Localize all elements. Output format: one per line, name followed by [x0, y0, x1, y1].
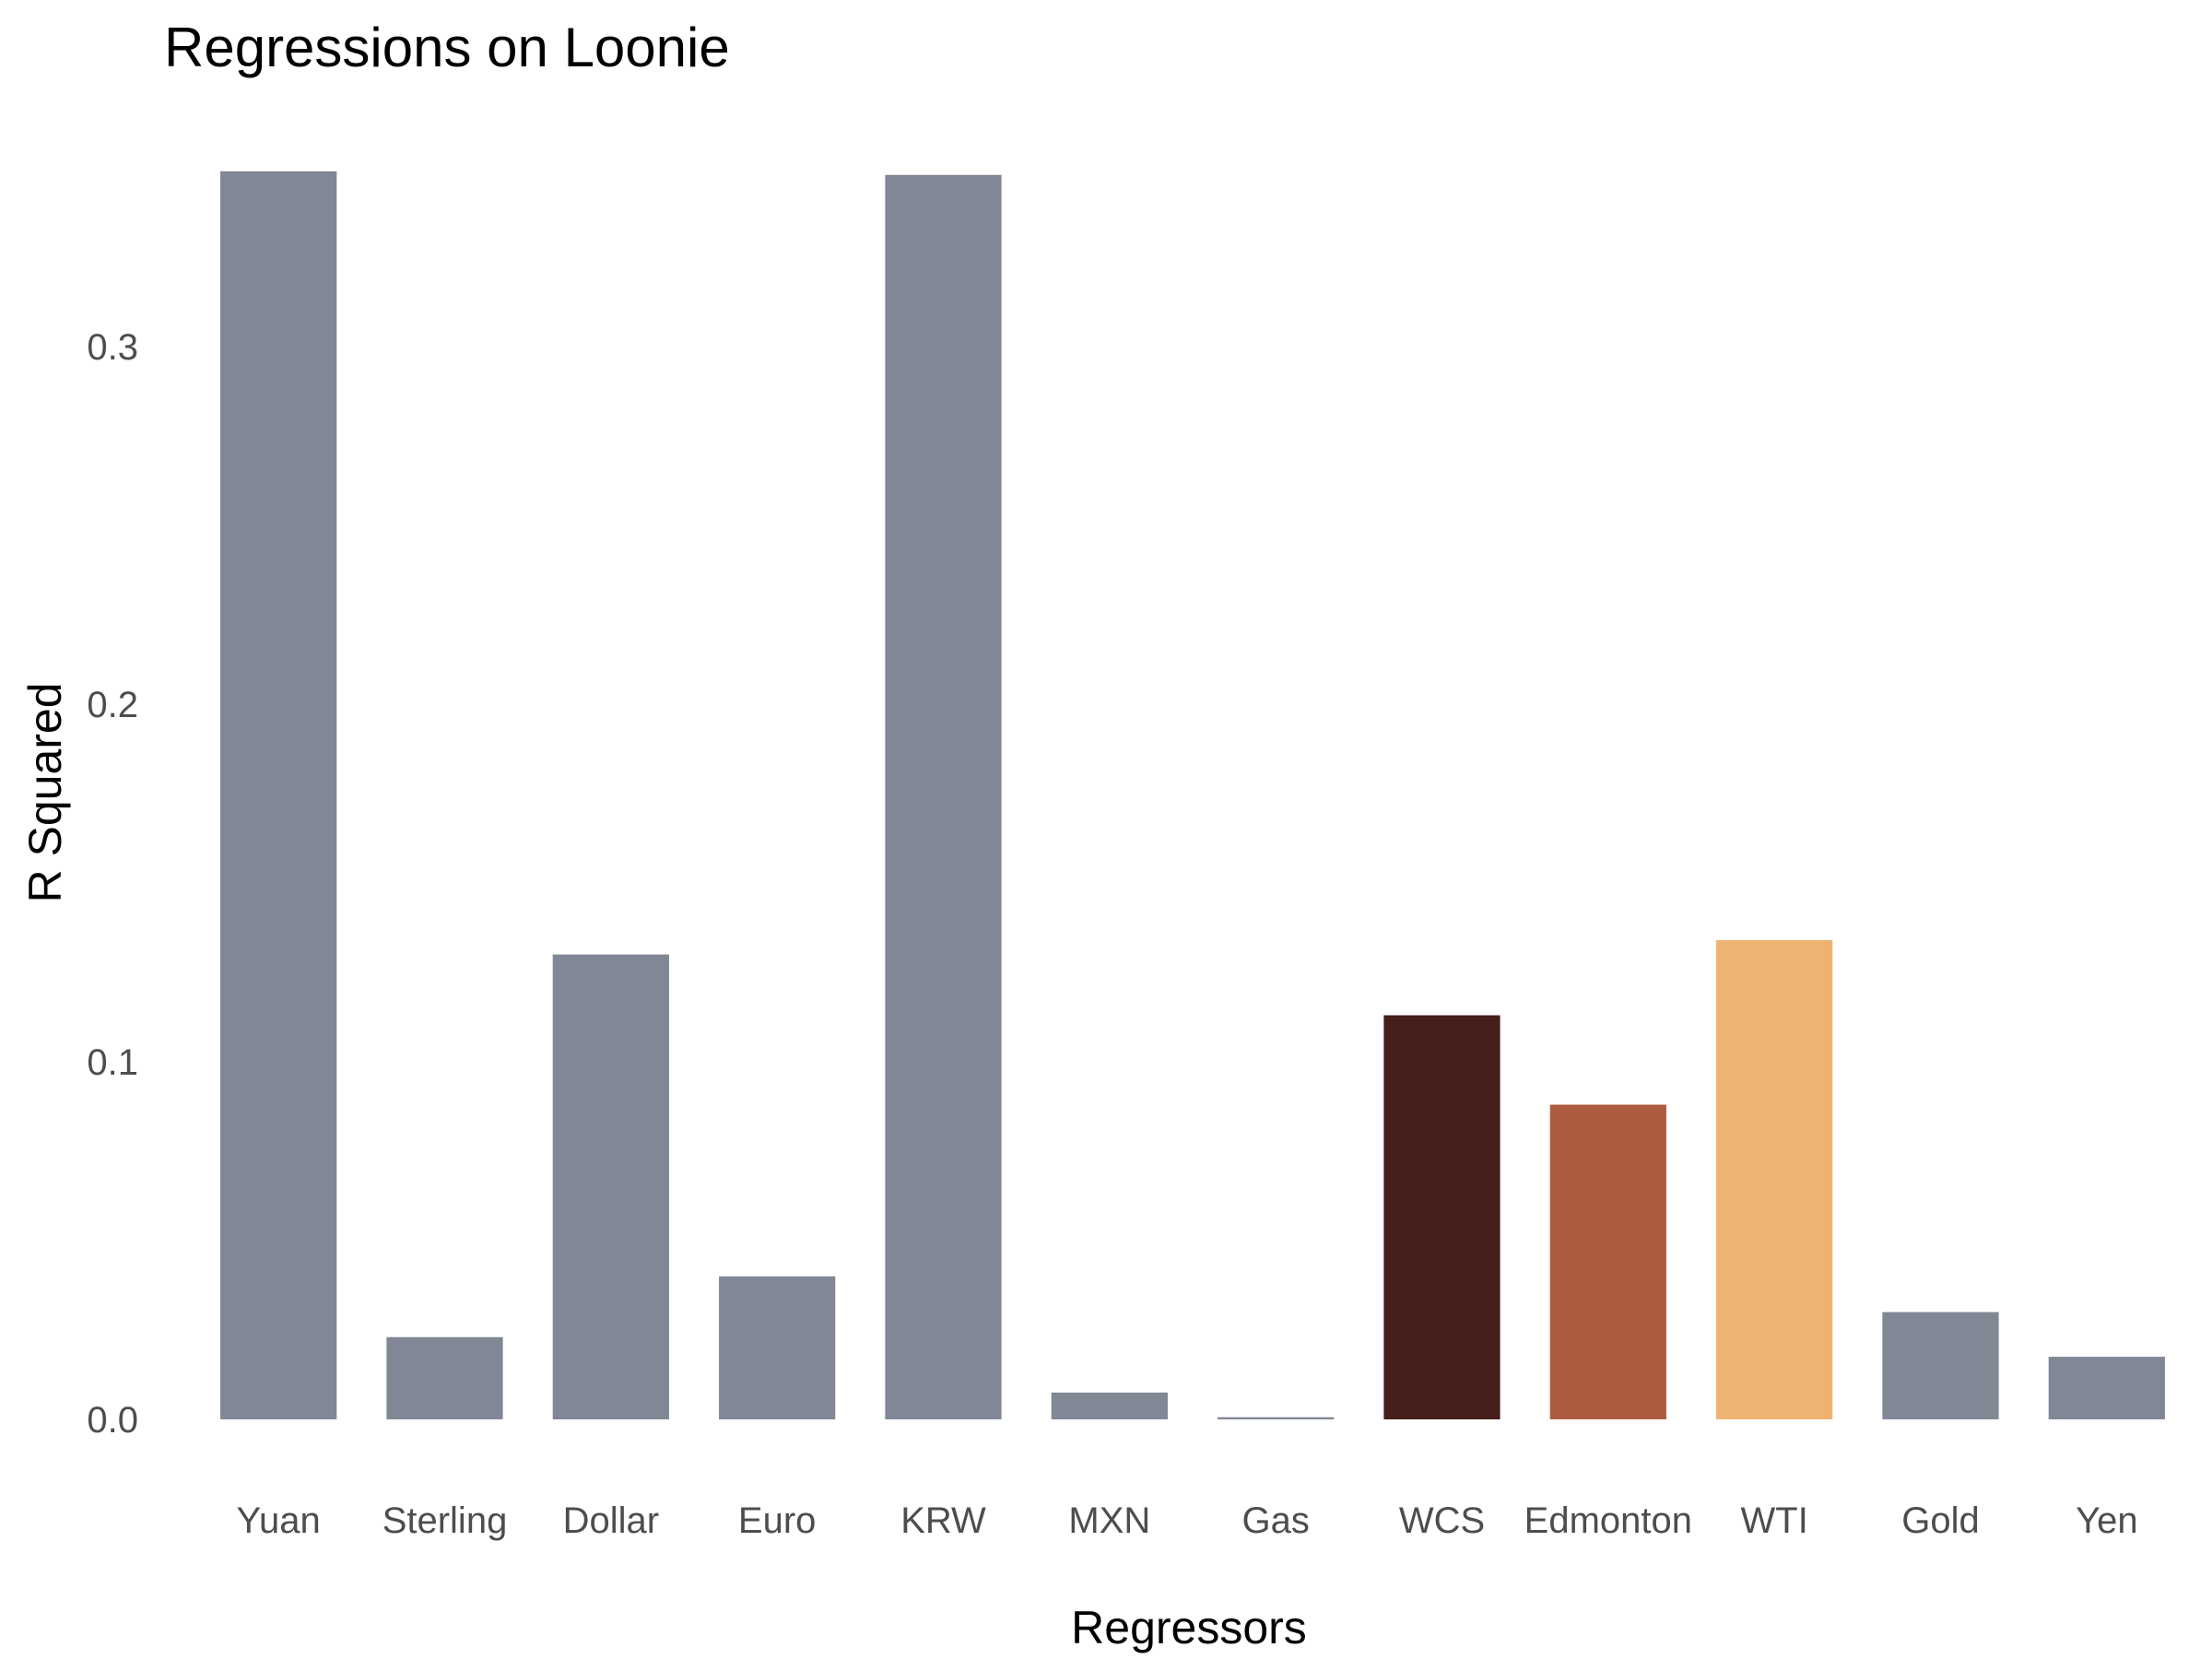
- x-tick-label: MXN: [1068, 1500, 1150, 1541]
- x-tick-label: KRW: [900, 1500, 986, 1541]
- x-tick-label: Sterling: [382, 1500, 508, 1541]
- x-tick-label: Gold: [1901, 1500, 1980, 1541]
- y-axis-title: R Squared: [19, 682, 71, 902]
- x-tick-label: WCS: [1399, 1500, 1485, 1541]
- bar: [386, 1336, 503, 1419]
- y-tick-label: 0.3: [87, 327, 138, 368]
- bar: [220, 171, 337, 1419]
- bars: [220, 171, 2165, 1419]
- y-axis-ticks: 0.0 0.1 0.2 0.3: [87, 327, 138, 1441]
- x-tick-label: Yuan: [237, 1500, 321, 1541]
- x-tick-label: Edmonton: [1524, 1500, 1692, 1541]
- x-axis-ticks: Yuan Sterling Dollar Euro KRW MXN Gas WCS Edmont…: [237, 1500, 2138, 1541]
- bar: [1218, 1417, 1335, 1419]
- x-tick-label: Yen: [2076, 1500, 2138, 1541]
- bar: [1549, 1104, 1666, 1419]
- x-tick-label: Euro: [738, 1500, 817, 1541]
- x-tick-label: Dollar: [563, 1500, 659, 1541]
- y-tick-label: 0.0: [87, 1400, 138, 1441]
- bar: [552, 954, 669, 1419]
- chart-title: Regressions on Loonie: [164, 17, 730, 78]
- y-tick-label: 0.1: [87, 1042, 138, 1083]
- x-tick-label: WTI: [1741, 1500, 1808, 1541]
- y-tick-label: 0.2: [87, 685, 138, 725]
- bar: [885, 174, 1002, 1419]
- bar: [1383, 1015, 1500, 1419]
- bar: [2048, 1357, 2165, 1419]
- bar: [719, 1276, 836, 1419]
- bar: [1051, 1392, 1168, 1419]
- bar: [1882, 1312, 1999, 1419]
- x-axis-title: Regressors: [1071, 1602, 1307, 1653]
- x-tick-label: Gas: [1241, 1500, 1309, 1541]
- bar: [1716, 940, 1833, 1419]
